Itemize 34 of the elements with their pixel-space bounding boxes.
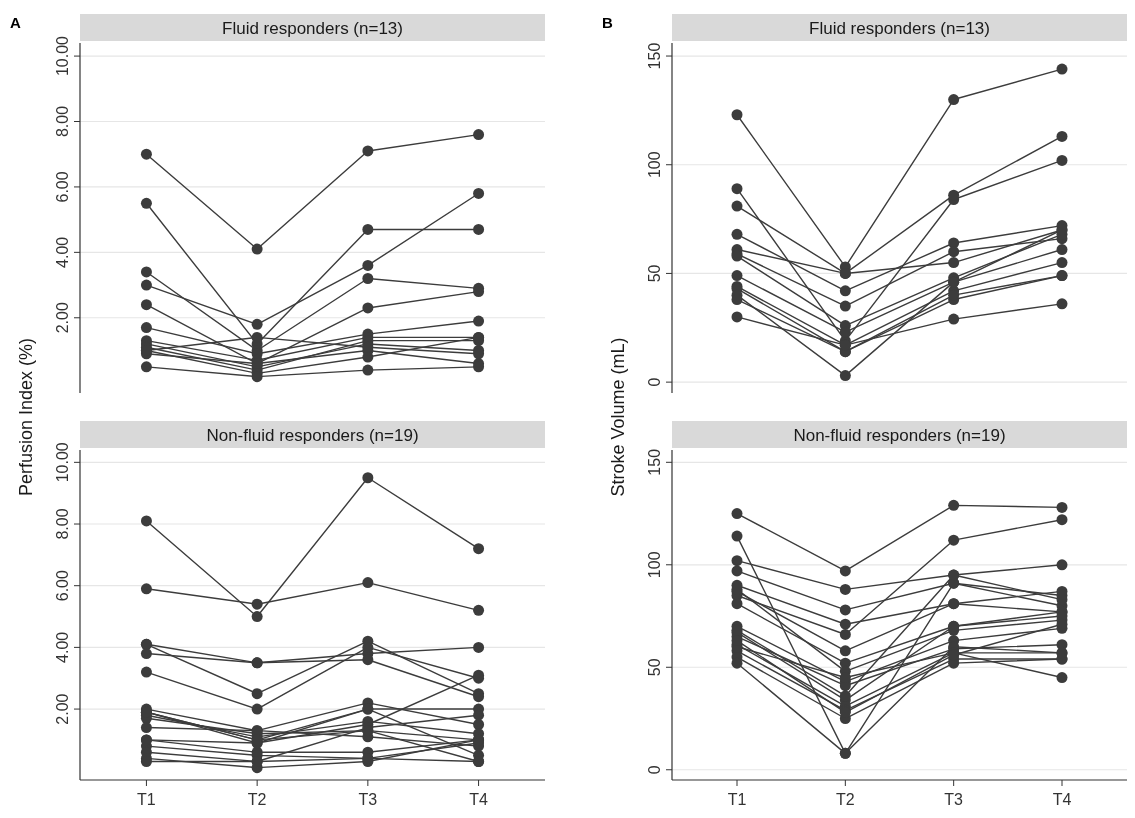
chart-title: Fluid responders (n=13) <box>222 19 403 38</box>
y-tick-label: 4.00 <box>54 236 71 268</box>
y-tick-label: 10.00 <box>54 35 71 77</box>
x-tick-label: T4 <box>469 791 489 808</box>
x-tick-label: T2 <box>836 791 855 808</box>
y-tick-label: 0 <box>646 765 663 775</box>
y-tick-label: 0 <box>646 377 663 387</box>
chart-title: Fluid responders (n=13) <box>809 19 990 38</box>
text: A <box>10 14 21 31</box>
x-tick-label: T3 <box>358 791 378 808</box>
x-tick-label: T2 <box>247 791 267 808</box>
y-tick-label: 150 <box>646 42 663 70</box>
y-tick-label: 50 <box>646 264 663 283</box>
chart-title: Non-fluid responders (n=19) <box>206 426 419 445</box>
y-tick-label: 4.00 <box>54 631 71 663</box>
y-axis-title: Stroke Volume (mL) <box>608 337 628 497</box>
y-tick-label: 2.00 <box>54 302 71 334</box>
y-tick-label: 8.00 <box>54 508 71 540</box>
y-tick-label: 10.00 <box>54 442 71 483</box>
y-tick-label: 100 <box>646 551 663 579</box>
text: B <box>602 14 613 31</box>
y-axis-title: Perfusion Index (%) <box>16 337 36 497</box>
y-tick-label: 6.00 <box>54 171 71 203</box>
x-tick-label: T3 <box>944 791 964 808</box>
y-tick-label: 100 <box>646 151 663 179</box>
chart-title: Non-fluid responders (n=19) <box>793 426 1006 445</box>
y-tick-label: 150 <box>646 448 663 476</box>
x-tick-label: T1 <box>727 791 747 808</box>
y-tick-label: 6.00 <box>54 570 71 602</box>
y-tick-label: 8.00 <box>54 105 71 138</box>
y-tick-label: 2.00 <box>54 693 71 725</box>
x-tick-label: T4 <box>1052 791 1072 808</box>
x-tick-label: T1 <box>137 791 156 808</box>
y-tick-label: 50 <box>646 658 663 677</box>
